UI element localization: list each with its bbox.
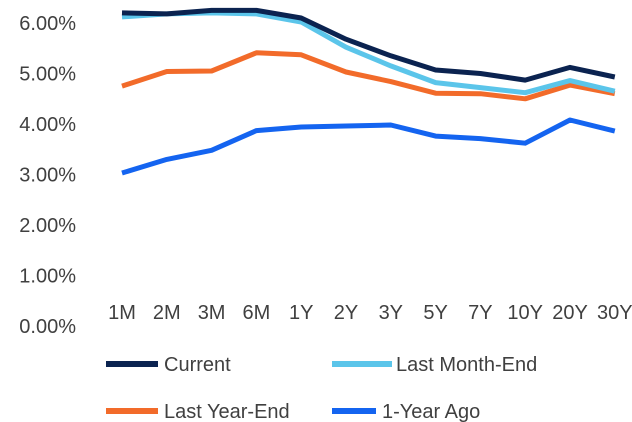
y-tick-label: 0.00%	[19, 316, 76, 338]
legend-label-last-month-end: Last Month-End	[396, 354, 537, 376]
y-tick-label: 1.00%	[19, 266, 76, 288]
x-tick-label: 20Y	[552, 302, 588, 324]
x-tick-label: 10Y	[507, 302, 543, 324]
y-tick-label: 5.00%	[19, 64, 76, 86]
x-tick-label: 1Y	[289, 302, 313, 324]
y-tick-label: 3.00%	[19, 165, 76, 187]
y-tick-label: 2.00%	[19, 215, 76, 237]
series-line-last-year-end	[121, 50, 616, 102]
x-tick-label: 3Y	[379, 302, 403, 324]
series-line-current	[121, 7, 616, 83]
y-tick-label: 6.00%	[19, 13, 76, 35]
x-tick-label: 3M	[198, 302, 226, 324]
y-axis: 0.00% 1.00% 2.00% 3.00% 4.00% 5.00% 6.00%	[19, 13, 76, 338]
x-tick-label: 6M	[243, 302, 271, 324]
x-tick-label: 2Y	[334, 302, 358, 324]
x-tick-label: 1M	[108, 302, 136, 324]
x-tick-label: 2M	[153, 302, 181, 324]
legend-label-current: Current	[164, 354, 231, 376]
x-axis: 1M 2M 3M 6M 1Y 2Y 3Y 5Y 7Y 10Y 20Y 30Y	[108, 302, 632, 324]
series-line-1-year-ago	[121, 117, 616, 176]
x-tick-label: 7Y	[468, 302, 492, 324]
legend-label-last-year-end: Last Year-End	[164, 401, 290, 422]
series-line-last-month-end	[121, 10, 616, 96]
x-tick-label: 5Y	[423, 302, 447, 324]
plot-lines	[121, 7, 616, 176]
legend-label-1-year-ago: 1-Year Ago	[382, 401, 480, 422]
y-tick-label: 4.00%	[19, 114, 76, 136]
legend: Current Last Month-End Last Year-End 1-Year…	[106, 354, 537, 422]
x-tick-label: 30Y	[597, 302, 632, 324]
